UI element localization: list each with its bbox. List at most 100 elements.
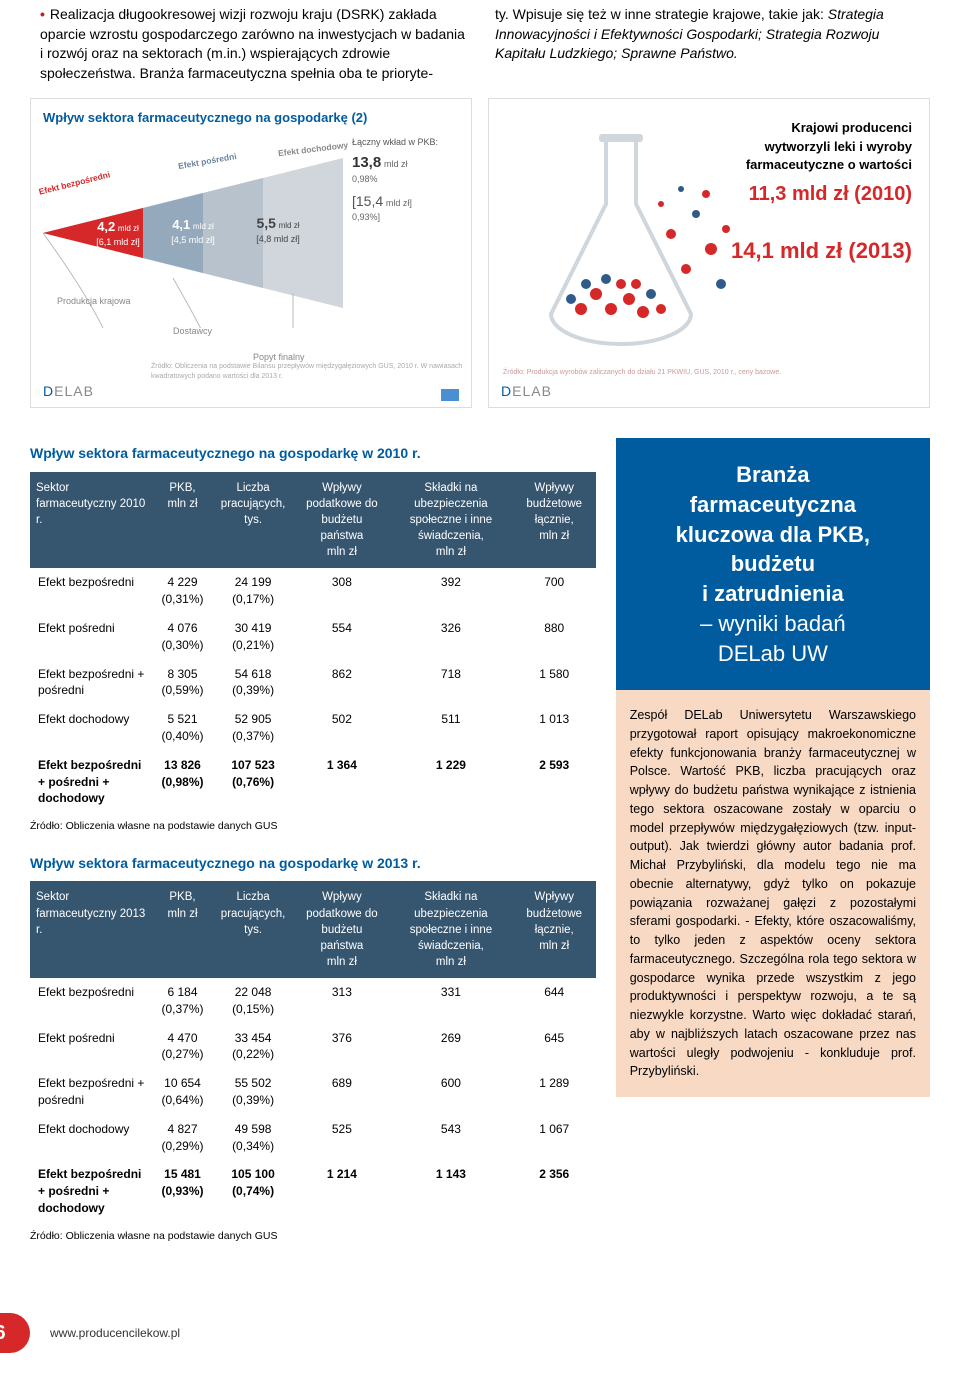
table-cell: 600 <box>389 1069 513 1115</box>
table-cell: 54 618(0,39%) <box>212 660 295 706</box>
table-cell: 331 <box>389 978 513 1024</box>
intro-columns: •Realizacja długookresowej wizji rozwoju… <box>30 0 930 98</box>
table-cell: 33 454(0,22%) <box>212 1024 295 1070</box>
table-2010-title: Wpływ sektora farmaceutycznego na gospod… <box>30 444 596 464</box>
table-col-header: Sektor farmaceutyczny 2013 r. <box>30 881 153 977</box>
table-cell: 880 <box>513 614 596 660</box>
table-cell: 511 <box>389 705 513 751</box>
table-cell: 554 <box>295 614 390 660</box>
sidebar-blue-box: Branża farmaceutyczna kluczowa dla PKB, … <box>616 438 930 690</box>
table-cell: 52 905(0,37%) <box>212 705 295 751</box>
table-cell: Efekt bezpośredni + pośredni + dochodowy <box>30 1160 153 1222</box>
seg3: 5,5 mld zł [4,8 mld zł] <box>238 214 318 247</box>
table-cell: 49 598(0,34%) <box>212 1115 295 1161</box>
label-dostawcy: Dostawcy <box>173 325 212 338</box>
table-cell: 269 <box>389 1024 513 1070</box>
table-cell: 502 <box>295 705 390 751</box>
table-cell: 700 <box>513 568 596 614</box>
intro-left-text: Realizacja długookresowej wizji rozwoju … <box>40 6 465 81</box>
table-cell: 392 <box>389 568 513 614</box>
pkb-column: Łączny wkład w PKB: 13,8 mld zł 0,98% [1… <box>352 136 447 224</box>
delab-logo-left: DDELABELAB <box>43 382 94 402</box>
table-2013: Sektor farmaceutyczny 2013 r.PKB,mln złL… <box>30 881 596 1222</box>
table-2010: Sektor farmaceutyczny 2010 r.PKB,mln złL… <box>30 472 596 813</box>
footer-url: www.producencilekow.pl <box>50 1325 180 1342</box>
table-row: Efekt pośredni4 076(0,30%)30 419(0,21%)5… <box>30 614 596 660</box>
table-cell: Efekt pośredni <box>30 614 153 660</box>
table-cell: 22 048(0,15%) <box>212 978 295 1024</box>
table-col-header: PKB,mln zł <box>153 881 211 977</box>
table-cell: Efekt bezpośredni <box>30 978 153 1024</box>
flask-svg <box>511 134 741 354</box>
table-cell: 644 <box>513 978 596 1024</box>
table-cell: Efekt bezpośredni + pośredni + dochodowy <box>30 751 153 813</box>
table-row: Efekt dochodowy4 827(0,29%)49 598(0,34%)… <box>30 1115 596 1161</box>
table-col-header: Składki na ubezpieczenia społeczne i inn… <box>389 472 513 568</box>
table-cell: 8 305(0,59%) <box>153 660 211 706</box>
table-cell: 1 289 <box>513 1069 596 1115</box>
table-row: Efekt pośredni4 470(0,27%)33 454(0,22%)3… <box>30 1024 596 1070</box>
table-cell: 718 <box>389 660 513 706</box>
chart-left-title: Wpływ sektora farmaceutycznego na gospod… <box>43 109 459 127</box>
table-row: Efekt bezpośredni4 229(0,31%)24 199(0,17… <box>30 568 596 614</box>
intro-left: •Realizacja długookresowej wizji rozwoju… <box>40 5 465 83</box>
table-cell: 105 100(0,74%) <box>212 1160 295 1222</box>
table-cell: 689 <box>295 1069 390 1115</box>
table-row: Efekt bezpośredni + pośredni10 654(0,64%… <box>30 1069 596 1115</box>
table-cell: 24 199(0,17%) <box>212 568 295 614</box>
table-col-header: Wpływy podatkowe do budżetu państwamln z… <box>295 472 390 568</box>
seg1: 4,2 mld zł [6,1 mld zł] <box>83 218 153 249</box>
label-produkcja: Produkcja krajowa <box>57 295 131 308</box>
table-cell: 1 067 <box>513 1115 596 1161</box>
table-cell: 1 229 <box>389 751 513 813</box>
sidebar-peach-box: Zespół DELab Uniwersytetu Warszawskiego … <box>616 690 930 1097</box>
table-cell: 862 <box>295 660 390 706</box>
table-cell: 2 356 <box>513 1160 596 1222</box>
table-col-header: Składki na ubezpieczenia społeczne i inn… <box>389 881 513 977</box>
table-cell: 543 <box>389 1115 513 1161</box>
table-cell: 4 076(0,30%) <box>153 614 211 660</box>
legend-square <box>441 389 459 401</box>
table-row: Efekt bezpośredni6 184(0,37%)22 048(0,15… <box>30 978 596 1024</box>
chart-left-box: Wpływ sektora farmaceutycznego na gospod… <box>30 98 472 408</box>
table-cell: Efekt dochodowy <box>30 1115 153 1161</box>
table-col-header: Wpływy budżetowe łącznie,mln zł <box>513 881 596 977</box>
tables-column: Wpływ sektora farmaceutycznego na gospod… <box>30 438 596 1263</box>
table-cell: 2 593 <box>513 751 596 813</box>
intro-right-text: ty. Wpisuje się też w inne strategie kra… <box>495 6 828 22</box>
page-number: 6 <box>0 1313 30 1353</box>
table-cell: 525 <box>295 1115 390 1161</box>
chart-right-source: Źródło: Produkcja wyrobów zaliczanych do… <box>503 368 915 378</box>
table-cell: 55 502(0,39%) <box>212 1069 295 1115</box>
table-cell: 1 143 <box>389 1160 513 1222</box>
table-col-header: Liczba pracujących,tys. <box>212 881 295 977</box>
sidebar-column: Branża farmaceutyczna kluczowa dla PKB, … <box>616 438 930 1263</box>
table-cell: 1 214 <box>295 1160 390 1222</box>
table-cell: 10 654(0,64%) <box>153 1069 211 1115</box>
table-cell: 4 827(0,29%) <box>153 1115 211 1161</box>
flask-text: Krajowi producenci wytworzyli leki i wyr… <box>712 119 912 266</box>
page-footer: 6 www.producencilekow.pl <box>0 1313 960 1353</box>
delab-logo-right: DELAB <box>501 382 552 402</box>
chart-left-source: Źródło: Obliczenia na podstawie Bilansu … <box>151 362 471 382</box>
table-cell: 326 <box>389 614 513 660</box>
bullet-icon: • <box>40 6 45 22</box>
table-cell: 5 521(0,40%) <box>153 705 211 751</box>
table-cell: 1 013 <box>513 705 596 751</box>
table-cell: 6 184(0,37%) <box>153 978 211 1024</box>
table-cell: 376 <box>295 1024 390 1070</box>
intro-right: ty. Wpisuje się też w inne strategie kra… <box>495 5 920 83</box>
table-cell: Efekt pośredni <box>30 1024 153 1070</box>
chart-right-box: Krajowi producenci wytworzyli leki i wyr… <box>488 98 930 408</box>
table-cell: 1 364 <box>295 751 390 813</box>
table-cell: 4 470(0,27%) <box>153 1024 211 1070</box>
table-cell: 313 <box>295 978 390 1024</box>
table-cell: 15 481(0,93%) <box>153 1160 211 1222</box>
seg2: 4,1 mld zł [4,5 mld zł] <box>158 216 228 247</box>
table-row: Efekt bezpośredni + pośredni8 305(0,59%)… <box>30 660 596 706</box>
table-2010-source: Źródło: Obliczenia własne na podstawie d… <box>30 819 596 834</box>
table-col-header: Sektor farmaceutyczny 2010 r. <box>30 472 153 568</box>
table-cell: Efekt bezpośredni + pośredni <box>30 1069 153 1115</box>
table-cell: 645 <box>513 1024 596 1070</box>
table-cell: Efekt bezpośredni <box>30 568 153 614</box>
